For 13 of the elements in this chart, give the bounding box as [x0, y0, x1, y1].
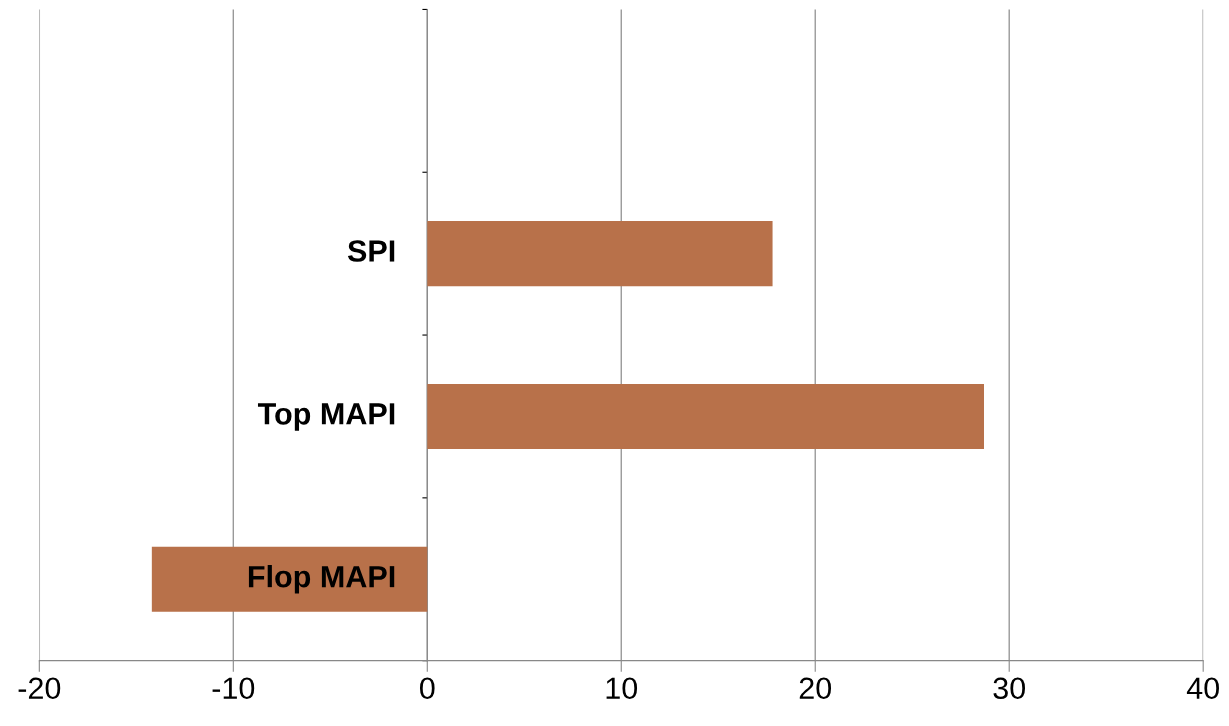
x-tick-label: 10	[606, 677, 638, 700]
x-tick-label: -20	[18, 677, 61, 700]
bar	[427, 221, 773, 287]
x-tick-label: 0	[419, 677, 435, 700]
bar	[427, 383, 984, 450]
y-tick-label: SPI	[347, 240, 395, 262]
x-tick-label: 20	[799, 677, 832, 700]
x-tick-label: 30	[993, 677, 1026, 700]
y-tick-label: Flop MAPI	[248, 565, 395, 594]
x-tick-label: -10	[212, 677, 255, 700]
y-tick-label: Top MAPI	[257, 403, 395, 431]
bar	[151, 546, 428, 612]
x-tick-label: 40	[1186, 677, 1219, 700]
